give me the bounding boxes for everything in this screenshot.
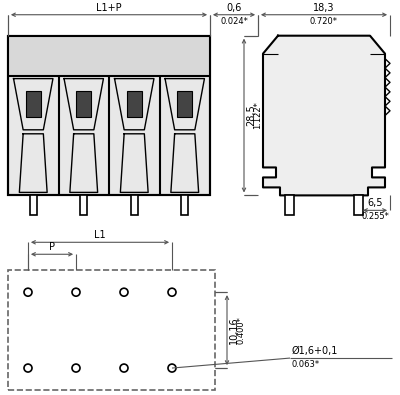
Bar (131, 196, 138, 215)
Bar (127, 91, 142, 117)
Circle shape (72, 288, 80, 296)
Text: 0.255*: 0.255* (361, 213, 389, 221)
Text: 0.400*: 0.400* (236, 316, 245, 344)
Circle shape (72, 364, 80, 372)
Bar (8, 36, 210, 196)
Circle shape (168, 364, 176, 372)
Text: 0.063*: 0.063* (292, 360, 320, 369)
Text: L1: L1 (94, 230, 106, 240)
Bar (8, 270, 215, 390)
Bar (8, 36, 210, 75)
Bar (177, 91, 192, 117)
Text: 1.122*: 1.122* (253, 102, 262, 130)
Bar (181, 196, 188, 215)
Text: Ø1,6+0,1: Ø1,6+0,1 (292, 346, 338, 356)
Text: 28,5: 28,5 (246, 105, 256, 126)
Text: 18,3: 18,3 (313, 3, 335, 13)
Bar (80, 196, 87, 215)
Circle shape (120, 364, 128, 372)
Circle shape (120, 288, 128, 296)
Bar (285, 196, 294, 215)
Text: 0.720*: 0.720* (310, 17, 338, 26)
Text: 6,5: 6,5 (367, 198, 383, 208)
Circle shape (24, 288, 32, 296)
Circle shape (168, 288, 176, 296)
Bar (76, 91, 91, 117)
Bar (8, 36, 210, 196)
Text: 10,16: 10,16 (229, 316, 239, 344)
Text: 0.024*: 0.024* (220, 17, 248, 26)
Bar (30, 196, 37, 215)
Text: 0,6: 0,6 (226, 3, 242, 13)
Text: L1+P: L1+P (96, 3, 122, 13)
Polygon shape (263, 36, 385, 196)
Text: P: P (49, 242, 55, 252)
Circle shape (24, 364, 32, 372)
Bar (26, 91, 41, 117)
Bar (354, 196, 363, 215)
